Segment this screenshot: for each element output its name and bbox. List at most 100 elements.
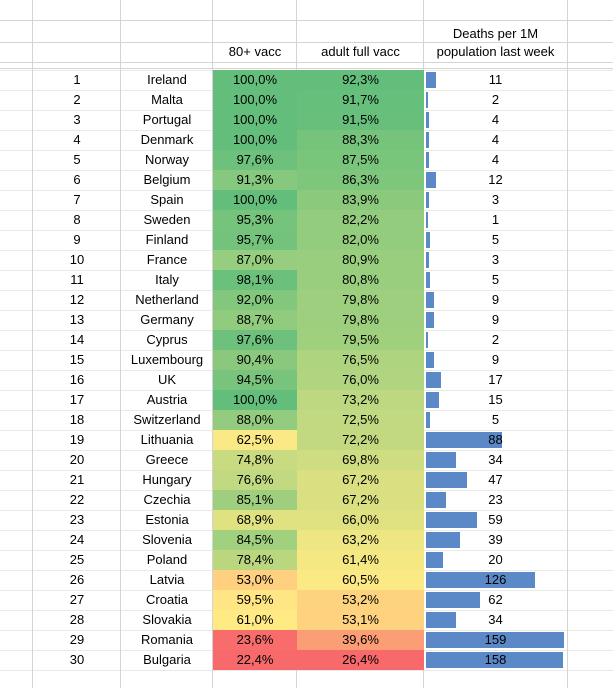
deaths-cell: 2 bbox=[491, 332, 500, 347]
vacc80-cell: 91,3% bbox=[213, 170, 297, 190]
rank-cell: 7 bbox=[73, 192, 81, 207]
vacc80-cell: 88,0% bbox=[213, 410, 297, 430]
country-cell: Denmark bbox=[140, 132, 194, 147]
deaths-bar bbox=[426, 352, 434, 368]
adult-vacc-cell: 26,4% bbox=[297, 650, 424, 670]
deaths-bar bbox=[426, 232, 430, 248]
deaths-bar bbox=[426, 192, 429, 208]
adult-vacc-cell: 72,5% bbox=[297, 410, 424, 430]
vacc80-cell: 61,0% bbox=[213, 610, 297, 630]
deaths-bar bbox=[426, 392, 439, 408]
country-cell: Norway bbox=[144, 152, 190, 167]
rank-cell: 27 bbox=[69, 592, 85, 607]
deaths-bar bbox=[426, 512, 477, 528]
deaths-cell: 34 bbox=[488, 452, 503, 467]
deaths-cell: 3 bbox=[491, 192, 500, 207]
table-row: 20 Greece 74,8% 69,8% 34 bbox=[0, 450, 613, 470]
table-row: 11 Italy 98,1% 80,8% 5 bbox=[0, 270, 613, 290]
deaths-bar bbox=[426, 172, 436, 188]
deaths-cell: 15 bbox=[488, 392, 503, 407]
deaths-cell: 2 bbox=[491, 92, 500, 107]
adult-vacc-cell: 80,9% bbox=[297, 250, 424, 270]
rank-cell: 24 bbox=[69, 532, 85, 547]
vacc80-cell: 78,4% bbox=[213, 550, 297, 570]
deaths-bar bbox=[426, 252, 429, 268]
rank-cell: 1 bbox=[73, 72, 81, 87]
country-cell: Croatia bbox=[146, 592, 188, 607]
deaths-cell: 17 bbox=[488, 372, 503, 387]
gridline bbox=[32, 0, 33, 688]
deaths-cell: 1 bbox=[491, 212, 500, 227]
rank-cell: 25 bbox=[69, 552, 85, 567]
country-cell: Portugal bbox=[142, 112, 192, 127]
table-row: 10 France 87,0% 80,9% 3 bbox=[0, 250, 613, 270]
deaths-cell: 20 bbox=[488, 552, 503, 567]
table-row: 15 Luxembourg 90,4% 76,5% 9 bbox=[0, 350, 613, 370]
adult-vacc-cell: 66,0% bbox=[297, 510, 424, 530]
deaths-cell: 158 bbox=[484, 652, 507, 667]
deaths-cell: 5 bbox=[491, 272, 500, 287]
adult-vacc-cell: 79,8% bbox=[297, 290, 424, 310]
adult-vacc-cell: 67,2% bbox=[297, 490, 424, 510]
deaths-cell: 4 bbox=[491, 132, 500, 147]
table-row: 30 Bulgaria 22,4% 26,4% 158 bbox=[0, 650, 613, 670]
deaths-bar bbox=[426, 532, 460, 548]
deaths-bar bbox=[426, 572, 535, 588]
rank-cell: 4 bbox=[73, 132, 81, 147]
deaths-cell: 39 bbox=[488, 532, 503, 547]
deaths-bar bbox=[426, 272, 430, 288]
deaths-bar bbox=[426, 312, 434, 328]
gridline bbox=[0, 62, 613, 63]
rank-cell: 10 bbox=[69, 252, 85, 267]
table-row: 21 Hungary 76,6% 67,2% 47 bbox=[0, 470, 613, 490]
adult-vacc-cell: 83,9% bbox=[297, 190, 424, 210]
gridline bbox=[120, 0, 121, 688]
gridline bbox=[0, 68, 613, 69]
country-cell: Germany bbox=[140, 312, 194, 327]
adult-vacc-cell: 73,2% bbox=[297, 390, 424, 410]
deaths-bar bbox=[426, 632, 564, 648]
rank-cell: 8 bbox=[73, 212, 81, 227]
vacc80-cell: 100,0% bbox=[213, 130, 297, 150]
rank-cell: 11 bbox=[70, 272, 84, 287]
deaths-bar bbox=[426, 292, 434, 308]
rank-cell: 26 bbox=[69, 572, 85, 587]
rank-cell: 30 bbox=[69, 652, 85, 667]
vacc80-cell: 100,0% bbox=[213, 110, 297, 130]
deaths-cell: 59 bbox=[488, 512, 503, 527]
vacc80-cell: 76,6% bbox=[213, 470, 297, 490]
deaths-cell: 159 bbox=[484, 632, 507, 647]
vacc80-cell: 84,5% bbox=[213, 530, 297, 550]
deaths-cell: 34 bbox=[488, 612, 503, 627]
header-deaths-line1: Deaths per 1M bbox=[452, 26, 539, 41]
table-row: 2 Malta 100,0% 91,7% 2 bbox=[0, 90, 613, 110]
country-cell: Luxembourg bbox=[130, 352, 204, 367]
rank-cell: 12 bbox=[69, 292, 85, 307]
rank-cell: 28 bbox=[69, 612, 85, 627]
vacc80-cell: 100,0% bbox=[213, 390, 297, 410]
table-row: 25 Poland 78,4% 61,4% 20 bbox=[0, 550, 613, 570]
adult-vacc-cell: 63,2% bbox=[297, 530, 424, 550]
deaths-bar bbox=[426, 112, 429, 128]
vacc80-cell: 22,4% bbox=[213, 650, 297, 670]
adult-vacc-cell: 92,3% bbox=[297, 70, 424, 90]
gridline bbox=[0, 20, 613, 21]
country-cell: Italy bbox=[155, 272, 179, 287]
adult-vacc-cell: 80,8% bbox=[297, 270, 424, 290]
vacc80-cell: 53,0% bbox=[213, 570, 297, 590]
table-row: 9 Finland 95,7% 82,0% 5 bbox=[0, 230, 613, 250]
adult-vacc-cell: 82,2% bbox=[297, 210, 424, 230]
deaths-bar bbox=[426, 132, 429, 148]
vacc80-cell: 68,9% bbox=[213, 510, 297, 530]
country-cell: Greece bbox=[145, 452, 189, 467]
adult-vacc-cell: 53,1% bbox=[297, 610, 424, 630]
gridline bbox=[567, 0, 568, 688]
table-row: 6 Belgium 91,3% 86,3% 12 bbox=[0, 170, 613, 190]
deaths-cell: 23 bbox=[488, 492, 503, 507]
vacc80-cell: 95,7% bbox=[213, 230, 297, 250]
table-row: 24 Slovenia 84,5% 63,2% 39 bbox=[0, 530, 613, 550]
deaths-cell: 12 bbox=[488, 172, 503, 187]
adult-vacc-cell: 91,5% bbox=[297, 110, 424, 130]
vacc80-cell: 100,0% bbox=[213, 190, 297, 210]
country-cell: Finland bbox=[145, 232, 189, 247]
